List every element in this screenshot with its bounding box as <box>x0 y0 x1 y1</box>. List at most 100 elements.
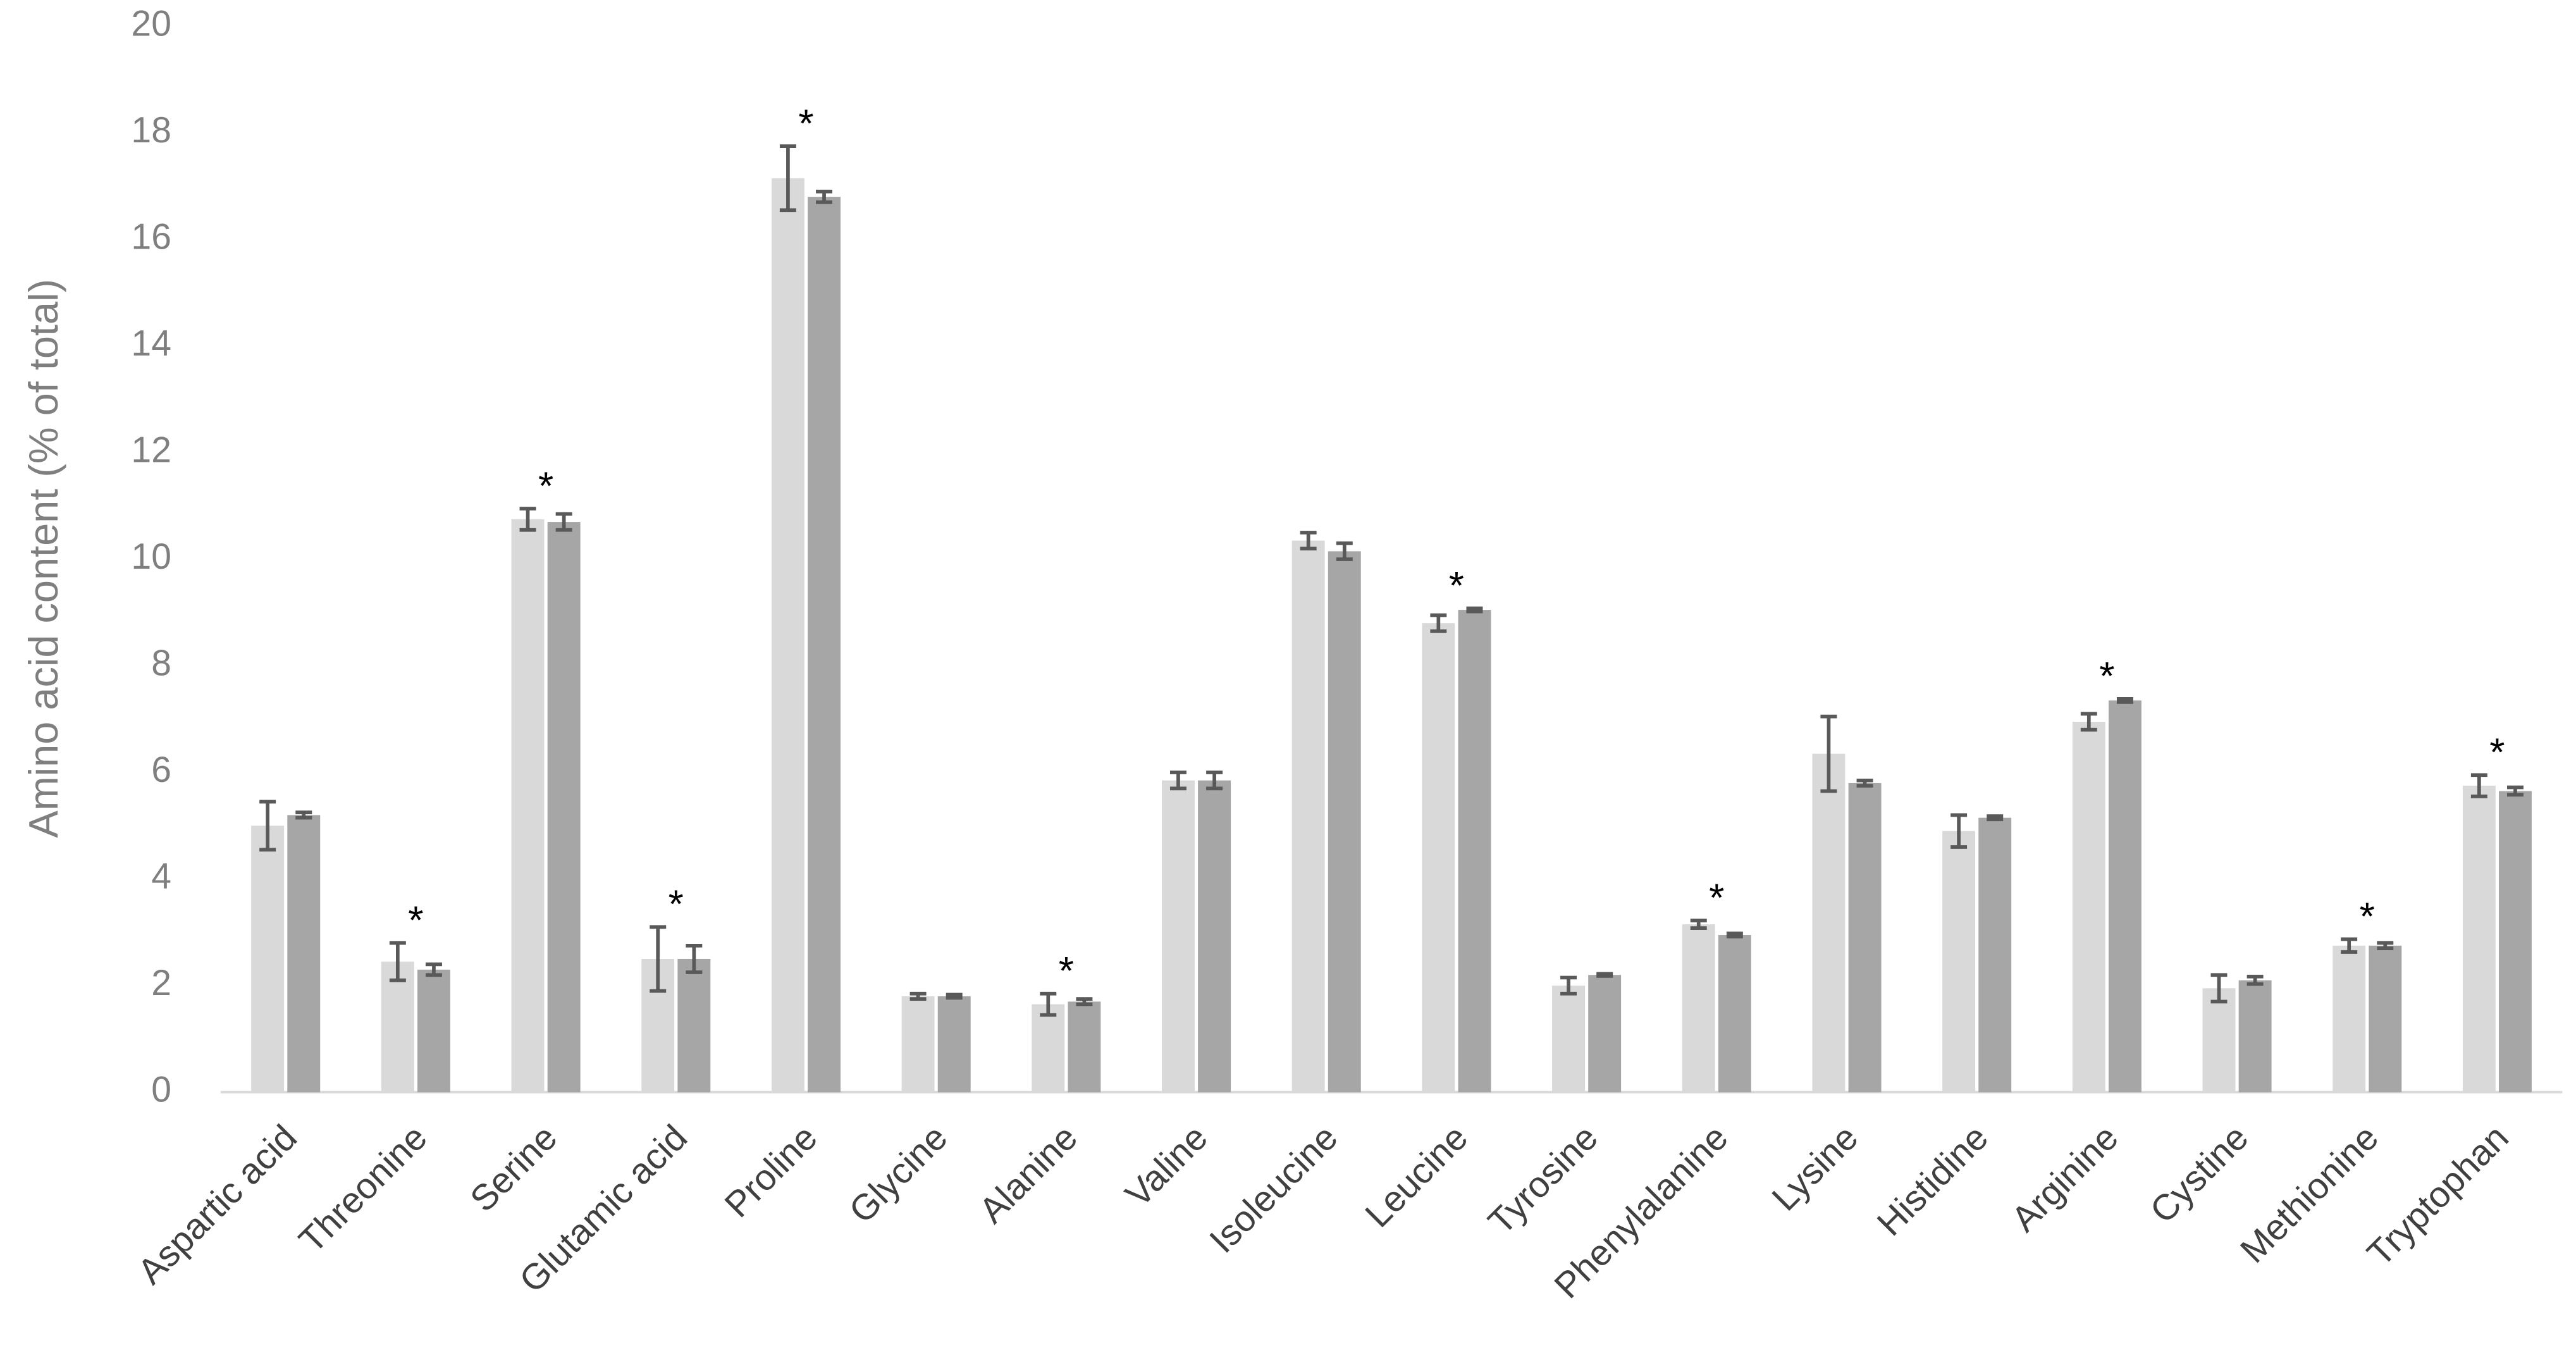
error-bar <box>2470 773 2487 798</box>
bar <box>1458 610 1491 1092</box>
error-bar <box>259 800 276 852</box>
bar <box>1718 935 1751 1092</box>
error-bar <box>425 962 442 977</box>
significance-mark: * <box>1709 877 1724 920</box>
bar <box>808 197 841 1092</box>
x-tick-label: Arginine <box>2004 1117 2126 1239</box>
bar <box>1068 1001 1101 1092</box>
error-bar <box>2210 973 2228 1004</box>
x-tick-label: Isoleucine <box>1202 1117 1345 1261</box>
error-bar <box>946 993 963 1000</box>
bar <box>1162 780 1195 1092</box>
y-axis-title: Amino acid content (% of total) <box>20 279 66 838</box>
bar <box>1422 623 1455 1092</box>
y-tick-label: 16 <box>131 217 171 257</box>
bar <box>2238 980 2272 1092</box>
error-bar <box>1300 531 1317 551</box>
error-bar <box>295 810 312 820</box>
error-bar <box>909 991 927 1001</box>
bar <box>381 962 414 1092</box>
significance-mark: * <box>2489 731 2505 775</box>
bar <box>2072 722 2105 1092</box>
y-tick-label: 12 <box>131 430 171 471</box>
significance-mark: * <box>408 899 423 943</box>
bar <box>1328 551 1361 1092</box>
bar <box>1682 924 1715 1092</box>
bar <box>771 178 804 1092</box>
bar <box>2369 945 2402 1092</box>
x-tick-label: Leucine <box>1357 1117 1476 1235</box>
error-bar <box>1076 997 1093 1006</box>
error-bar <box>1206 770 1223 791</box>
significance-mark: * <box>2099 655 2114 698</box>
y-tick-label: 8 <box>151 643 171 684</box>
y-tick-label: 14 <box>131 323 171 364</box>
bar <box>2108 700 2142 1092</box>
error-bar <box>1726 931 1743 939</box>
bar <box>1032 1004 1065 1092</box>
error-bar <box>2116 696 2133 704</box>
significance-mark: * <box>538 464 553 508</box>
significance-mark: * <box>1449 564 1464 608</box>
error-bar <box>1690 919 1707 930</box>
error-bar <box>389 941 406 982</box>
y-tick-label: 20 <box>131 4 171 44</box>
x-tick-label: Threonine <box>292 1117 435 1261</box>
error-bar <box>1336 541 1353 561</box>
bar <box>2333 945 2366 1092</box>
bar <box>1291 540 1325 1092</box>
error-bar <box>1950 813 1968 849</box>
error-bar <box>2507 785 2524 797</box>
bar <box>677 958 711 1092</box>
significance-mark: * <box>669 883 684 927</box>
error-bar <box>686 944 703 974</box>
x-tick-label: Cystine <box>2142 1117 2256 1231</box>
error-bar <box>1560 975 1577 996</box>
error-bar <box>779 144 796 213</box>
bar <box>511 519 545 1092</box>
bar <box>1198 780 1231 1092</box>
error-bar <box>2080 712 2097 732</box>
error-bar <box>1040 991 1057 1017</box>
x-tick-label: Alanine <box>971 1117 1085 1231</box>
error-bar <box>1169 770 1186 791</box>
y-tick-label: 10 <box>131 536 171 577</box>
bar <box>901 996 935 1092</box>
bar <box>2202 988 2236 1092</box>
bar <box>287 815 321 1092</box>
error-bar <box>816 189 833 204</box>
y-tick-label: 2 <box>151 963 171 1003</box>
bar <box>1848 783 1882 1092</box>
x-tick-label: Aspartic acid <box>130 1117 305 1292</box>
error-bar <box>1820 714 1837 793</box>
bar <box>1978 817 2012 1092</box>
x-tick-label: Lysine <box>1765 1117 1866 1218</box>
x-tick-label: Proline <box>717 1117 825 1225</box>
error-bar <box>2246 974 2264 986</box>
error-bar <box>2341 937 2358 954</box>
bar <box>547 522 581 1092</box>
bar <box>937 996 971 1092</box>
error-bar <box>1856 778 1873 788</box>
y-tick-label: 18 <box>131 110 171 151</box>
bar <box>1552 986 1586 1092</box>
bar <box>1942 831 1976 1092</box>
bar <box>251 826 285 1092</box>
x-tick-label: Tryptophan <box>2360 1117 2517 1274</box>
bar <box>2499 791 2532 1092</box>
x-tick-label: Histidine <box>1870 1117 1996 1244</box>
error-bar <box>1466 606 1483 614</box>
x-tick-label: Serine <box>462 1117 565 1220</box>
x-tick-label: Glycine <box>841 1117 955 1231</box>
error-bar <box>519 507 536 532</box>
y-tick-label: 4 <box>151 857 171 897</box>
error-bar <box>2377 941 2394 950</box>
y-tick-label: 6 <box>151 750 171 790</box>
y-tick-label: 0 <box>151 1070 171 1110</box>
error-bar <box>1596 972 1613 978</box>
bar <box>417 969 450 1092</box>
error-bar <box>555 512 572 532</box>
significance-mark: * <box>798 102 813 145</box>
